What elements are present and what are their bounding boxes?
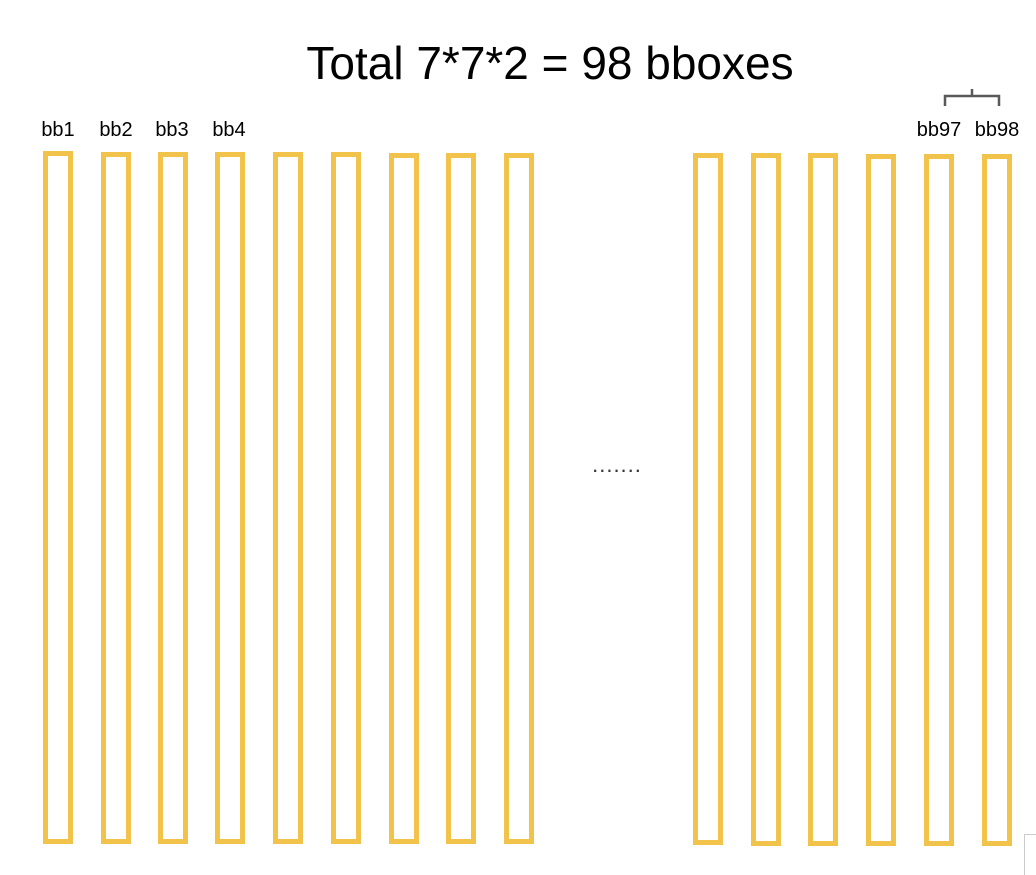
bounding-box <box>751 153 781 846</box>
bounding-box <box>924 154 954 846</box>
bounding-box <box>446 153 476 844</box>
bbox-label-bb3: bb3 <box>155 119 189 141</box>
bounding-box <box>808 153 838 846</box>
bounding-box <box>693 153 723 845</box>
bbox-label-bb97: bb97 <box>916 119 962 141</box>
bbox-label-bb98: bb98 <box>974 119 1020 141</box>
bounding-box <box>504 153 534 844</box>
bounding-box <box>389 153 419 844</box>
bounding-box <box>866 154 896 846</box>
corner-fragment <box>1024 834 1036 875</box>
bbox-label-bb4: bb4 <box>212 119 246 141</box>
bbox-label-bb1: bb1 <box>41 119 75 141</box>
bounding-box <box>331 152 361 844</box>
bracket-connector <box>943 89 1001 106</box>
bbox-label-bb2: bb2 <box>99 119 133 141</box>
bounding-box <box>215 152 245 844</box>
bounding-box <box>273 152 303 844</box>
bounding-box <box>158 152 188 844</box>
diagram-title: Total 7*7*2 = 98 bboxes <box>306 37 794 89</box>
bounding-box <box>982 154 1012 846</box>
ellipsis-indicator: ....... <box>592 452 642 477</box>
bounding-box <box>43 151 73 844</box>
bounding-box <box>101 152 131 844</box>
